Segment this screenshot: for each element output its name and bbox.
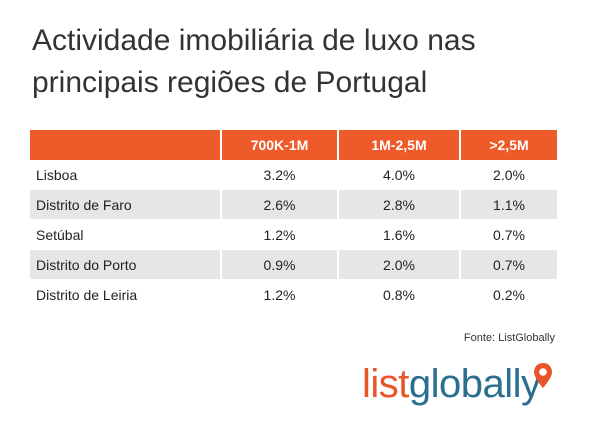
- header-cell-1m-2-5m: 1M-2,5M: [339, 130, 461, 160]
- data-cell: 1.6%: [339, 220, 461, 250]
- source-note: Fonte: ListGlobally: [463, 332, 555, 344]
- region-label: Distrito do Porto: [30, 250, 222, 280]
- location-pin-icon: [534, 363, 552, 388]
- table-row: Lisboa 3.2% 4.0% 2.0%: [30, 160, 557, 190]
- data-cell: 0.7%: [461, 250, 557, 280]
- table-row: Distrito de Faro 2.6% 2.8% 1.1%: [30, 190, 557, 220]
- data-cell: 0.7%: [461, 220, 557, 250]
- data-cell: 2.0%: [339, 250, 461, 280]
- table-row: Distrito de Leiria 1.2% 0.8% 0.2%: [30, 280, 557, 310]
- data-cell: 2.6%: [222, 190, 339, 220]
- data-cell: 4.0%: [339, 160, 461, 190]
- region-label: Distrito de Faro: [30, 190, 222, 220]
- data-cell: 0.2%: [461, 280, 557, 310]
- table-header-row: 700K-1M 1M-2,5M >2,5M: [30, 130, 557, 160]
- chart-title: Actividade imobiliária de luxo nas princ…: [32, 24, 476, 99]
- region-label: Distrito de Leiria: [30, 280, 222, 310]
- header-cell-over-2-5m: >2,5M: [461, 130, 557, 160]
- data-cell: 1.2%: [222, 280, 339, 310]
- data-table: 700K-1M 1M-2,5M >2,5M Lisboa 3.2% 4.0% 2…: [30, 130, 557, 310]
- table-row: Distrito do Porto 0.9% 2.0% 0.7%: [30, 250, 557, 280]
- header-cell-region: [30, 130, 222, 160]
- logo-text-list: list: [362, 362, 409, 406]
- data-cell: 3.2%: [222, 160, 339, 190]
- logo-text-globall: globall: [408, 362, 522, 406]
- data-cell: 1.1%: [461, 190, 557, 220]
- listglobally-logo: listglobally: [362, 360, 541, 408]
- data-cell: 1.2%: [222, 220, 339, 250]
- table-row: Setúbal 1.2% 1.6% 0.7%: [30, 220, 557, 250]
- region-label: Lisboa: [30, 160, 222, 190]
- region-label: Setúbal: [30, 220, 222, 250]
- data-cell: 2.0%: [461, 160, 557, 190]
- data-cell: 0.9%: [222, 250, 339, 280]
- data-cell: 0.8%: [339, 280, 461, 310]
- data-cell: 2.8%: [339, 190, 461, 220]
- header-cell-700k-1m: 700K-1M: [222, 130, 339, 160]
